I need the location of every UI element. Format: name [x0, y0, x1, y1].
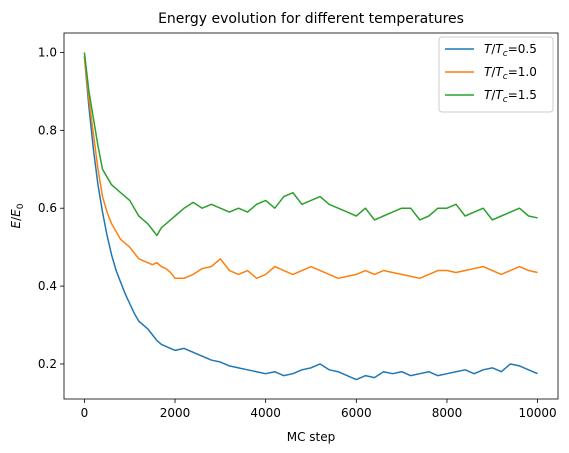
- series-line-1: [83, 56, 538, 280]
- x-axis-label: MC step: [287, 430, 336, 444]
- series-line-0: [83, 56, 538, 381]
- series-lines: [83, 52, 538, 381]
- x-tick-label: 2000: [160, 406, 191, 420]
- x-tick-label: 8000: [432, 406, 463, 420]
- x-tick-label: 4000: [250, 406, 281, 420]
- y-tick-label: 0.4: [38, 279, 57, 293]
- y-tick-label: 0.8: [38, 123, 57, 137]
- legend-label-1: T/Tc=1.0: [484, 65, 537, 82]
- x-tick-label: 10000: [519, 406, 557, 420]
- legend-label-2: T/Tc=1.5: [484, 88, 537, 105]
- legend-box: [438, 36, 554, 113]
- x-tick-label: 0: [81, 406, 89, 420]
- series-line-2: [83, 52, 538, 237]
- axes-frame: [63, 32, 559, 400]
- y-tick-label: 0.6: [38, 201, 57, 215]
- legend: T/Tc=0.5 T/Tc=1.0 T/Tc=1.5: [438, 36, 554, 113]
- chart-title: Energy evolution for different temperatu…: [158, 11, 464, 27]
- legend-label-0: T/Tc=0.5: [484, 42, 537, 59]
- y-axis-label: E/E0: [9, 203, 26, 228]
- x-axis: 0 2000 4000 6000 8000 10000: [81, 399, 557, 420]
- y-tick-label: 1.0: [38, 45, 57, 59]
- x-tick-label: 6000: [341, 406, 372, 420]
- y-tick-label: 0.2: [38, 357, 57, 371]
- y-axis: 0.2 0.4 0.6 0.8 1.0: [38, 45, 64, 371]
